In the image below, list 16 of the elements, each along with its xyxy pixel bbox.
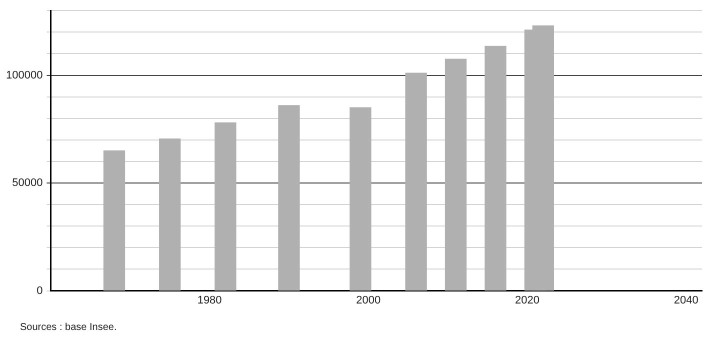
y-tick-label: 50000 [12, 177, 43, 190]
x-tick-label: 1980 [197, 294, 222, 306]
bar [484, 46, 506, 291]
x-tick-label: 2040 [674, 294, 698, 306]
y-tick-label: 100000 [6, 69, 43, 82]
x-tick-label: 2000 [356, 294, 381, 306]
bar [444, 58, 467, 291]
bar [405, 72, 427, 291]
source-note: Sources : base Insee. [20, 322, 117, 333]
y-tick-label: 0 [36, 284, 43, 297]
bar [278, 105, 300, 291]
x-tick-label: 2020 [515, 294, 540, 306]
bar [214, 122, 236, 291]
bar [159, 138, 181, 291]
bar [103, 150, 126, 291]
bar [350, 107, 372, 291]
